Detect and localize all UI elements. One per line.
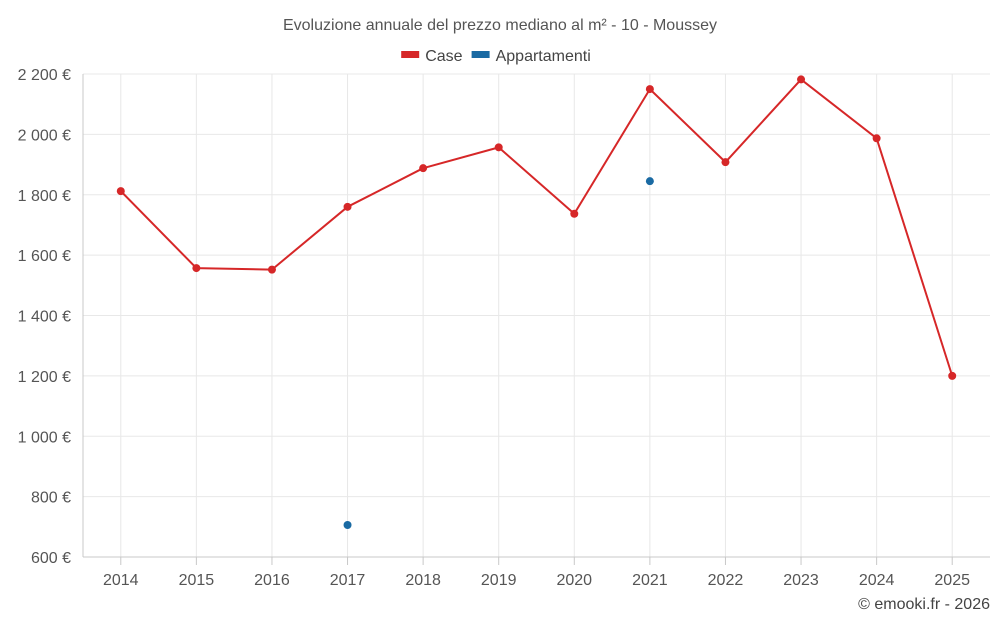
- series-case: [116, 75, 957, 380]
- y-tick-label: 1 800 €: [18, 188, 71, 205]
- data-point: [645, 177, 654, 186]
- legend: Case Appartamenti: [401, 48, 591, 65]
- axes: 600 € 800 € 1 000 € 1 200 € 1 400 € 1 600 € 1 …: [18, 67, 990, 589]
- series: [116, 75, 957, 530]
- y-tick-label: 2 200 €: [18, 67, 71, 84]
- data-point: [192, 264, 201, 273]
- x-tick-label: 2015: [179, 572, 215, 589]
- x-tick-label: 2014: [103, 572, 139, 589]
- x-tick-label: 2019: [481, 572, 517, 589]
- y-tick-label: 1 600 €: [18, 248, 71, 265]
- series-appartamenti: [343, 177, 654, 530]
- data-point: [570, 209, 579, 218]
- x-tick-label: 2016: [254, 572, 290, 589]
- data-point: [419, 164, 428, 173]
- data-point: [797, 75, 806, 84]
- y-tick-label: 2 000 €: [18, 127, 71, 144]
- data-point: [721, 158, 730, 167]
- data-point: [948, 371, 957, 380]
- series-line: [120, 78, 954, 377]
- y-tick-label: 1 200 €: [18, 369, 71, 386]
- y-tick-label: 1 400 €: [18, 309, 71, 326]
- legend-item-case: Case: [401, 48, 463, 65]
- legend-label: Appartamenti: [496, 48, 591, 65]
- x-tick-label: 2025: [934, 572, 970, 589]
- x-tick-label: 2020: [556, 572, 592, 589]
- x-tick-label: 2022: [708, 572, 744, 589]
- legend-item-appartamenti: Appartamenti: [471, 48, 591, 65]
- legend-label: Case: [425, 48, 462, 65]
- x-tick-label: 2024: [859, 572, 895, 589]
- y-tick-label: 800 €: [31, 490, 71, 507]
- data-point: [116, 187, 125, 196]
- x-tick-label: 2017: [330, 572, 366, 589]
- x-tick-label: 2021: [632, 572, 668, 589]
- data-point: [494, 143, 503, 152]
- y-tick-label: 600 €: [31, 550, 71, 567]
- y-tick-label: 1 000 €: [18, 429, 71, 446]
- x-tick-label: 2023: [783, 572, 819, 589]
- chart-title: Evoluzione annuale del prezzo mediano al…: [283, 17, 717, 34]
- data-point: [343, 521, 352, 530]
- x-tick-label: 2018: [405, 572, 441, 589]
- data-point: [645, 85, 654, 94]
- data-point: [267, 265, 276, 274]
- credit-text: © emooki.fr - 2026: [858, 596, 990, 613]
- data-point: [872, 134, 881, 143]
- legend-swatch: [401, 51, 420, 58]
- grid: [83, 73, 990, 557]
- data-point: [343, 202, 352, 211]
- legend-swatch: [471, 51, 490, 58]
